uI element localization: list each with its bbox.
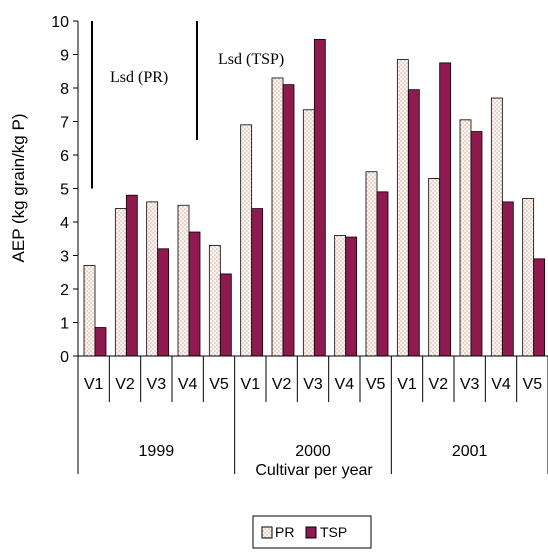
bar-pr-1999-v4	[177, 204, 190, 357]
bar-pr-2001-v1	[396, 59, 409, 357]
y-tick-label: 7	[60, 115, 69, 132]
bar-pr-2001-v3	[459, 119, 472, 357]
bar-tsp-1999-v1	[94, 327, 107, 357]
bar-tsp-2000-v2	[282, 84, 295, 357]
lsd-tsp-label: Lsd (TSP)	[218, 51, 284, 68]
y-tick-label: 8	[60, 81, 69, 98]
bar-tsp-2001-v4	[501, 201, 514, 357]
group-label-2001: 2001	[452, 443, 488, 460]
y-tick-label: 10	[51, 14, 69, 31]
category-label: V1	[241, 376, 261, 393]
y-tick-label: 5	[60, 182, 69, 199]
legend-swatch-tsp	[305, 526, 317, 539]
y-axis-label: AEP (kg grain/kg P)	[9, 114, 28, 263]
category-label: V5	[209, 376, 229, 393]
legend: PR TSP	[252, 515, 372, 549]
bar-pr-1999-v1	[83, 265, 96, 357]
bar-tsp-2001-v5	[533, 258, 546, 357]
category-label: V3	[460, 376, 480, 393]
bar-pr-2001-v2	[428, 178, 441, 357]
category-label: V3	[147, 376, 167, 393]
lsd-pr-label: Lsd (PR)	[110, 69, 168, 86]
bar-tsp-2000-v1	[251, 208, 264, 357]
category-label: V5	[366, 376, 386, 393]
bar-tsp-2000-v5	[376, 191, 389, 357]
group-label-1999: 1999	[139, 443, 175, 460]
category-label: V1	[84, 376, 104, 393]
bar-pr-2000-v1	[240, 124, 253, 357]
group-label-2000: 2000	[295, 443, 331, 460]
category-label: V2	[429, 376, 449, 393]
y-tick-label: 1	[60, 316, 69, 333]
bar-pr-2000-v4	[334, 234, 347, 357]
bar-tsp-2000-v4	[345, 236, 358, 357]
bar-pr-1999-v3	[146, 201, 159, 357]
category-label: V3	[303, 376, 323, 393]
y-tick-label: 0	[60, 349, 69, 366]
category-label: V1	[397, 376, 417, 393]
bar-tsp-1999-v2	[125, 194, 138, 357]
bar-pr-1999-v2	[114, 208, 127, 357]
bar-tsp-1999-v5	[219, 273, 232, 357]
bar-tsp-2001-v3	[470, 131, 483, 357]
legend-label-pr: PR	[275, 524, 294, 540]
y-tick-label: 3	[60, 249, 69, 266]
y-tick-label: 9	[60, 48, 69, 65]
y-tick-label: 6	[60, 148, 69, 165]
category-label: V5	[523, 376, 543, 393]
x-axis-label: Cultivar per year	[255, 462, 373, 479]
category-label: V4	[491, 376, 511, 393]
bar-pr-2000-v2	[271, 77, 284, 357]
bar-pr-2000-v5	[365, 171, 378, 357]
category-label: V4	[178, 376, 198, 393]
y-tick-label: 2	[60, 282, 69, 299]
bar-pr-2001-v5	[522, 198, 535, 357]
bar-pr-2001-v4	[490, 97, 503, 357]
category-label: V2	[115, 376, 135, 393]
category-label: V2	[272, 376, 292, 393]
bar-tsp-1999-v4	[188, 231, 201, 357]
legend-swatch-pr	[261, 526, 273, 539]
bar-tsp-2000-v3	[313, 39, 326, 357]
legend-label-tsp: TSP	[320, 524, 347, 540]
bar-tsp-2001-v2	[439, 62, 452, 357]
bar-tsp-2001-v1	[407, 89, 420, 357]
bar-pr-2000-v3	[302, 109, 315, 357]
bar-tsp-1999-v3	[157, 248, 170, 357]
category-label: V4	[335, 376, 355, 393]
y-tick-label: 4	[60, 215, 69, 232]
bar-pr-1999-v5	[208, 245, 221, 357]
